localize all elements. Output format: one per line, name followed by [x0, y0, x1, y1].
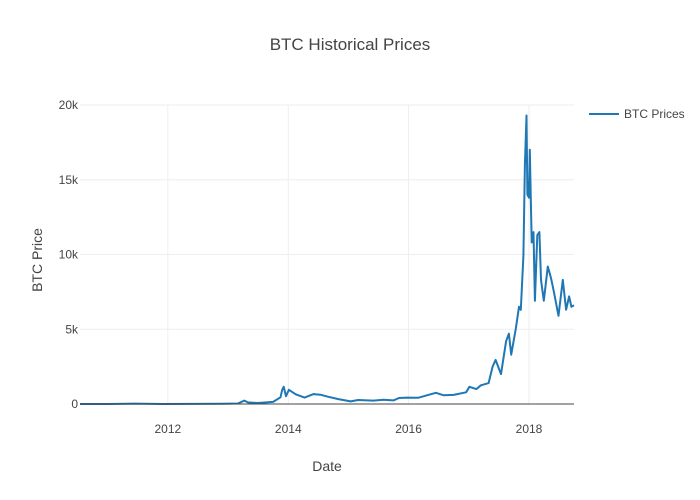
axes: 0 5k 10k 15k 20k 2012 2014 2016 2018	[59, 98, 574, 436]
x-tick-label: 2016	[395, 422, 422, 436]
x-axis-title: Date	[312, 458, 342, 474]
y-tick-label: 10k	[59, 248, 79, 262]
legend-label: BTC Prices	[624, 107, 685, 121]
plot-area	[80, 114, 575, 405]
x-tick-label: 2018	[516, 422, 543, 436]
y-tick-label: 0	[71, 397, 78, 411]
y-tick-label: 5k	[65, 322, 79, 336]
x-tick-label: 2012	[154, 422, 181, 436]
y-tick-label: 15k	[59, 173, 79, 187]
grid	[80, 104, 574, 404]
legend[interactable]: BTC Prices	[589, 107, 685, 121]
y-axis-title: BTC Price	[29, 228, 45, 292]
x-tick-label: 2014	[275, 422, 302, 436]
y-tick-label: 20k	[59, 98, 79, 112]
chart-title: BTC Historical Prices	[270, 35, 431, 54]
series-line-btc-prices[interactable]	[80, 114, 575, 405]
